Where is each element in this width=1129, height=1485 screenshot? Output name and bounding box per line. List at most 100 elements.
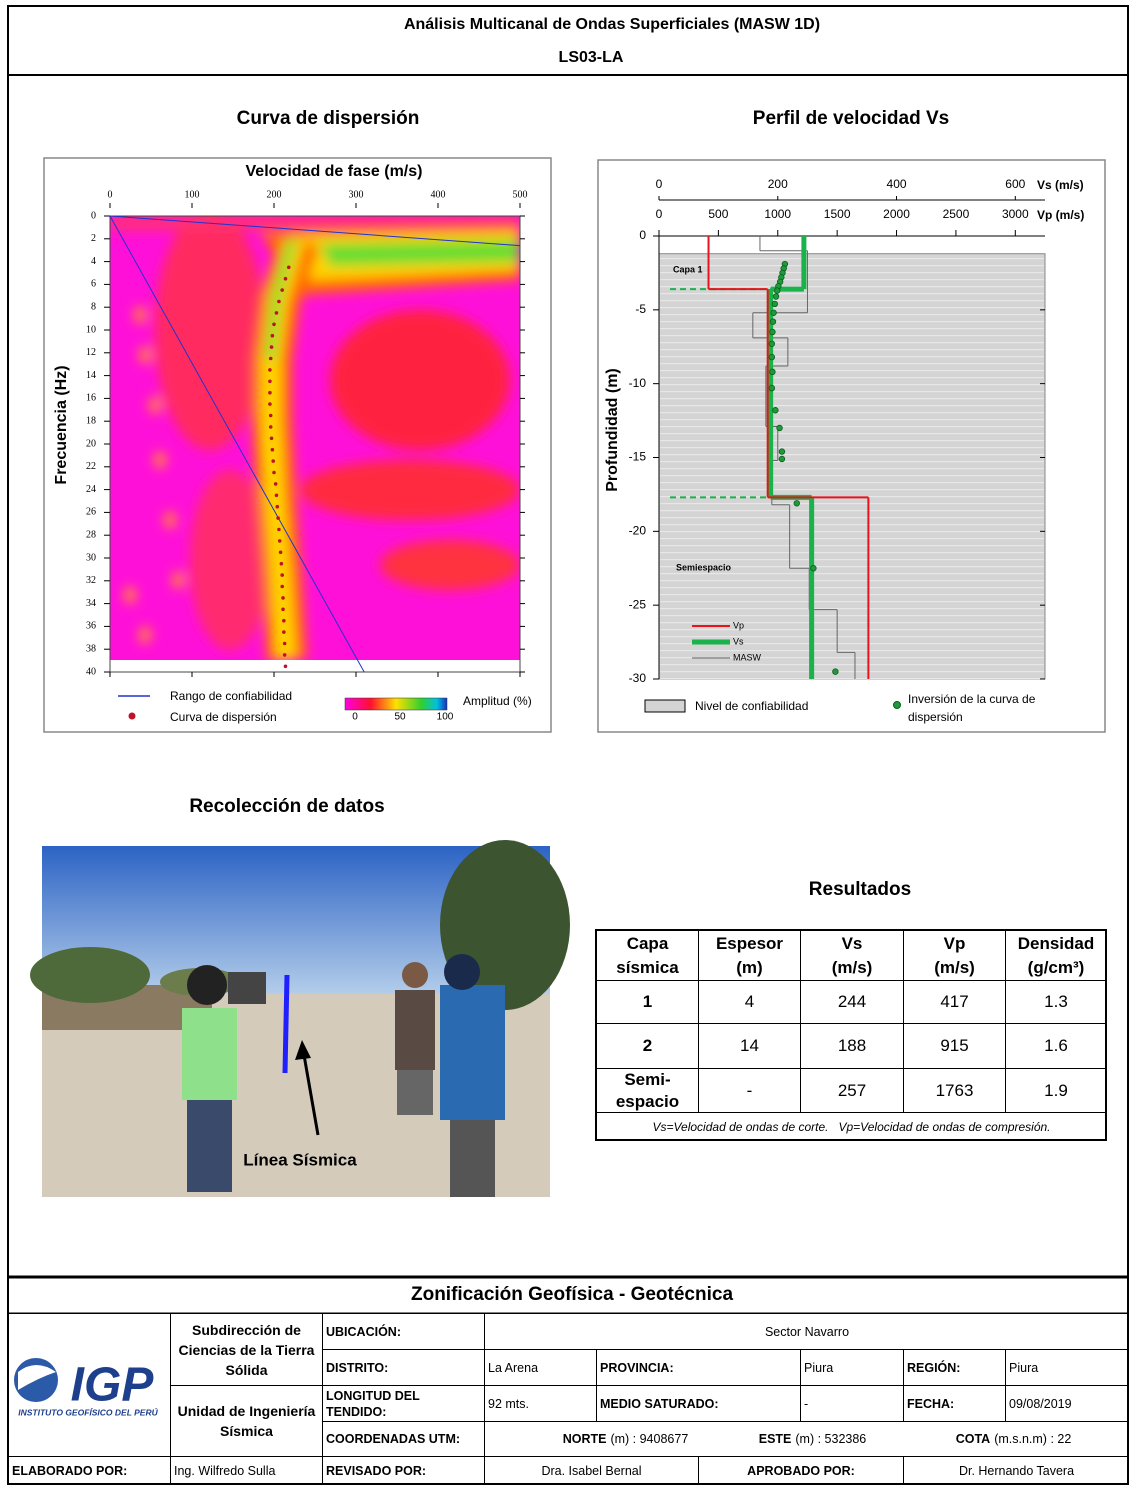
curve-point — [282, 630, 286, 634]
table-header: Capa sísmica — [596, 930, 699, 981]
x-tick-label: 3000 — [1002, 207, 1029, 221]
x-axis-title: Vp (m/s) — [1037, 208, 1084, 222]
curve-point — [274, 311, 279, 315]
cell-text: 915 — [940, 1036, 969, 1055]
legend-dot — [128, 712, 136, 720]
cell-text: COORDENADAS UTM: — [326, 1432, 461, 1446]
section-title: Recolección de datos — [189, 796, 384, 817]
colorbar-label: Amplitud (%) — [463, 694, 532, 708]
curve-point — [268, 379, 272, 384]
table-cell: Dr. Hernando Tavera — [903, 1456, 1129, 1485]
cell-text: APROBADO POR: — [747, 1463, 855, 1478]
inversion-point — [793, 500, 800, 507]
y-tick-label: 40 — [86, 666, 96, 677]
legend-label: Curva de dispersión — [170, 710, 277, 724]
cell-text: 1 — [642, 992, 653, 1011]
table-cell: FECHA: — [903, 1385, 1006, 1422]
confidence-area — [658, 253, 1046, 680]
y-tick-label: 28 — [86, 529, 96, 540]
table-header: Vs (m/s) — [800, 930, 904, 981]
curve-point — [277, 299, 281, 304]
curve-point — [268, 390, 272, 395]
y-tick-label: 20 — [86, 438, 96, 449]
cell-text: LONGITUD DEL TENDIDO: — [326, 1388, 420, 1419]
inversion-point — [772, 293, 780, 300]
legend-label: Nivel de confiabilidad — [695, 699, 808, 713]
legend-label: Rango de confiabilidad — [170, 689, 292, 703]
x-tick-label: 100 — [185, 189, 200, 200]
x-tick-label: 600 — [1005, 177, 1025, 191]
cell-text: ESTE — [758, 1432, 792, 1446]
x-tick-label: 0 — [108, 189, 113, 200]
table-cell: 1 — [596, 980, 699, 1024]
cell-text: PROVINCIA: — [600, 1360, 674, 1375]
legend-box — [644, 699, 686, 713]
legend-label: MASW — [733, 652, 762, 662]
y-tick-label: 24 — [86, 484, 96, 495]
confidence-line — [110, 216, 365, 672]
y-tick-label: -20 — [629, 524, 647, 538]
table-cell: 1763 — [903, 1068, 1006, 1113]
cell-text: 4 — [744, 992, 755, 1011]
table-cell: 417 — [903, 980, 1006, 1024]
y-tick-label: -15 — [629, 450, 647, 464]
annotation: Capa 1 — [673, 264, 703, 274]
table-cell: Piura — [800, 1349, 904, 1386]
curve-point — [268, 413, 273, 418]
curve-point — [277, 527, 281, 532]
table-cell: 915 — [903, 1023, 1006, 1069]
table-cell: UBICACIÓN: — [322, 1313, 485, 1350]
section-title: Resultados — [809, 879, 911, 900]
colorbar-tick: 50 — [394, 712, 406, 723]
curve-point — [269, 436, 274, 441]
cell-text: Espesor (m) — [715, 933, 784, 977]
colorbar-tick: 100 — [437, 712, 454, 723]
curve-point — [278, 550, 283, 555]
inversion-point — [832, 668, 839, 675]
cell-text: 09/08/2019 — [1009, 1396, 1072, 1411]
inversion-point — [768, 340, 776, 347]
table-cell: ESTE (m) : 532386 — [712, 1421, 913, 1457]
table-cell: Unidad de Ingeniería Sísmica — [170, 1385, 323, 1457]
curve-point — [280, 573, 285, 577]
table-cell: PROVINCIA: — [596, 1349, 801, 1386]
cell-text: Piura — [804, 1360, 834, 1375]
y-axis-title: Frecuencia (Hz) — [53, 365, 70, 484]
y-tick-label: 0 — [91, 210, 96, 221]
curve-point — [268, 356, 273, 361]
y-tick-label: 6 — [91, 279, 96, 290]
cell-text: REGIÓN: — [907, 1360, 961, 1375]
y-tick-label: 18 — [86, 415, 96, 426]
logo-caption: INSTITUTO GEOFÍSICO DEL PERÚ — [18, 1406, 158, 1417]
photo — [30, 840, 570, 1197]
legend-label-box: Inversión de la curva de dispersión — [908, 690, 1068, 726]
y-tick-label: 12 — [86, 347, 96, 358]
x-tick-label: 500 — [708, 207, 728, 221]
curve-point — [281, 596, 285, 600]
cell-text: 257 — [837, 1080, 867, 1100]
inversion-point — [768, 384, 776, 392]
table-cell: REVISADO POR: — [322, 1456, 485, 1485]
plot-area — [110, 216, 520, 672]
cell-text: ELABORADO POR: — [12, 1463, 128, 1478]
x-tick-label: 0 — [656, 177, 663, 191]
cell-text: DISTRITO: — [326, 1360, 389, 1375]
page-title: Análisis Multicanal de Ondas Superficial… — [404, 16, 820, 33]
curve-point — [274, 493, 279, 498]
curve-point — [279, 561, 284, 566]
cell-text: (m.s.n.m) : 22 — [994, 1432, 1072, 1446]
cell-text: FECHA: — [907, 1396, 955, 1411]
curve-point — [275, 504, 280, 509]
x-tick-label: 200 — [267, 189, 282, 200]
y-tick-label: 32 — [86, 575, 96, 586]
y-tick-label: 34 — [86, 598, 96, 609]
logo — [14, 1358, 58, 1402]
cell-text: - — [746, 1080, 753, 1100]
footer-title: Zonificación Geofísica - Geotécnica — [411, 1284, 733, 1305]
curve-point — [280, 584, 285, 589]
cell-text: 1763 — [935, 1080, 974, 1100]
table-cell: Ing. Wilfredo Sulla — [170, 1456, 323, 1485]
x-tick-label: 400 — [887, 177, 907, 191]
inversion-point — [773, 287, 781, 294]
logo-cell — [8, 1313, 171, 1457]
